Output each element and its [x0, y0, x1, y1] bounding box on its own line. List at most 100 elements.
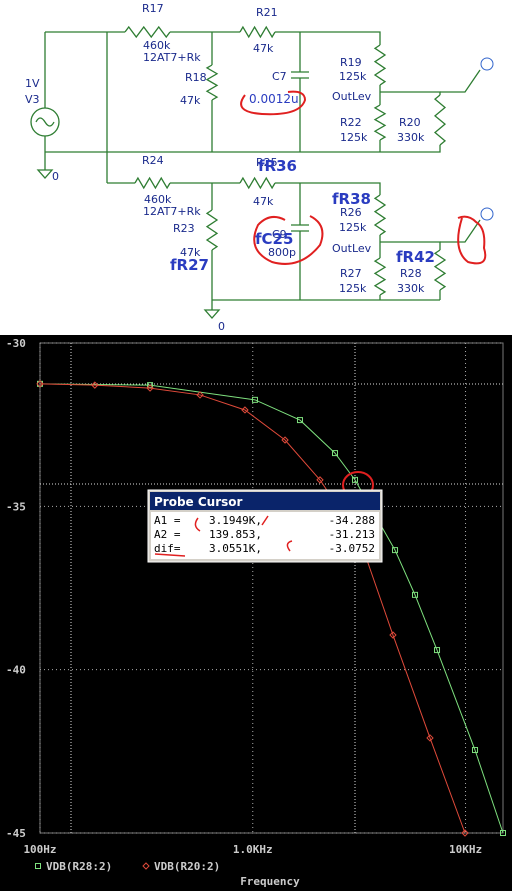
marker [142, 862, 150, 870]
component-label: 0 [52, 170, 59, 183]
wire [433, 249, 447, 291]
component-label: fR38 [332, 190, 371, 208]
component-label: 47k [180, 246, 201, 259]
annotation [154, 515, 293, 557]
probe-title: Probe Cursor [154, 495, 243, 509]
marker [316, 476, 324, 484]
wire [433, 94, 447, 146]
annotation [240, 90, 307, 116]
x-tick-label: 1.0KHz [233, 843, 273, 856]
annotation [253, 215, 324, 265]
wire [373, 104, 387, 141]
marker [146, 384, 154, 392]
marker [434, 647, 441, 654]
marker [196, 391, 204, 399]
probe-cell: -3.0752 [329, 542, 375, 555]
marker [412, 591, 419, 598]
line [39, 383, 504, 834]
probe-icon [480, 57, 494, 71]
x-tick-label: 10KHz [449, 843, 482, 856]
component-label: 800p [268, 246, 296, 259]
marker [296, 417, 303, 424]
marker [332, 450, 339, 457]
probe-cell: 3.0551K, [209, 542, 262, 555]
y-tick-label: -30 [6, 337, 26, 350]
wire [373, 44, 387, 86]
marker [500, 830, 506, 836]
plot-bg [0, 335, 512, 891]
wire [203, 300, 221, 319]
x-tick-label: 100Hz [23, 843, 56, 856]
component-label: 330k [397, 282, 425, 295]
marker [426, 734, 434, 742]
wire [134, 176, 171, 190]
component-label: R25 [256, 156, 278, 169]
component-label: fR27 [170, 256, 209, 274]
component-label: 1V [25, 77, 40, 90]
wire [373, 194, 387, 236]
component-label: R17 [142, 2, 164, 15]
wire [275, 182, 381, 195]
component-label: 0 [218, 320, 225, 333]
wire [440, 219, 481, 243]
probe-cell: 3.1949K, [209, 514, 262, 527]
schematic: R17460k12AT7+RkR2147kR1847kC70.0012uR191… [25, 2, 494, 333]
wire [205, 64, 219, 101]
wire [380, 145, 441, 153]
component-label: 47k [180, 94, 201, 107]
wire [124, 25, 171, 39]
component-label: C7 [272, 70, 287, 83]
schematic-bg [0, 0, 512, 335]
component-label: fR42 [396, 248, 435, 266]
probe-cell: A2 = [154, 528, 181, 541]
component-label: OutLev [332, 242, 372, 255]
component-label: 12AT7+Rk [143, 51, 201, 64]
component-label: 125k [339, 70, 367, 83]
legend-label: VDB(R28:2) [46, 860, 112, 873]
component-label: 125k [339, 221, 367, 234]
component-label: R19 [340, 56, 362, 69]
marker [461, 829, 469, 837]
y-tick-label: -45 [6, 827, 26, 840]
probe-cell: A1 = [154, 514, 181, 527]
component-label: OutLev [332, 90, 372, 103]
component-label: 47k [253, 195, 274, 208]
x-axis-label: Frequency [240, 875, 300, 888]
marker [281, 436, 289, 444]
component-label: R27 [340, 267, 362, 280]
component-label: 0.0012u [249, 92, 299, 106]
probe-title-bar [150, 492, 380, 510]
marker [36, 380, 44, 388]
component-label: fR36 [258, 157, 297, 175]
wire [373, 257, 387, 296]
wire [35, 117, 55, 127]
component-label: R20 [399, 116, 421, 129]
component-label: fC25 [255, 230, 293, 248]
component-label: 125k [340, 131, 368, 144]
marker [389, 631, 397, 639]
probe-cell: -31.213 [329, 528, 375, 541]
component-label: 12AT7+Rk [143, 205, 201, 218]
y-tick-label: -35 [6, 500, 26, 513]
line [39, 383, 466, 834]
component-label: 125k [339, 282, 367, 295]
source [30, 107, 60, 137]
component-label: R26 [340, 206, 362, 219]
wire [440, 69, 481, 93]
plot: -30 -35 -40 -45 100Hz 1.0KHz 10KHz VDB(R28:2) VD… [6, 337, 506, 888]
marker [241, 406, 249, 414]
component-label: R28 [400, 267, 422, 280]
component-label: R18 [185, 71, 207, 84]
component-label: 460k [143, 39, 171, 52]
marker [91, 381, 99, 389]
wire [205, 209, 219, 251]
component-label: V3 [25, 93, 40, 106]
marker [35, 863, 41, 869]
component-label: R21 [256, 6, 278, 19]
component-label: R24 [142, 154, 164, 167]
probe-cell: 139.853, [209, 528, 262, 541]
wire [275, 31, 381, 45]
wire [36, 160, 54, 179]
marker [251, 396, 258, 403]
